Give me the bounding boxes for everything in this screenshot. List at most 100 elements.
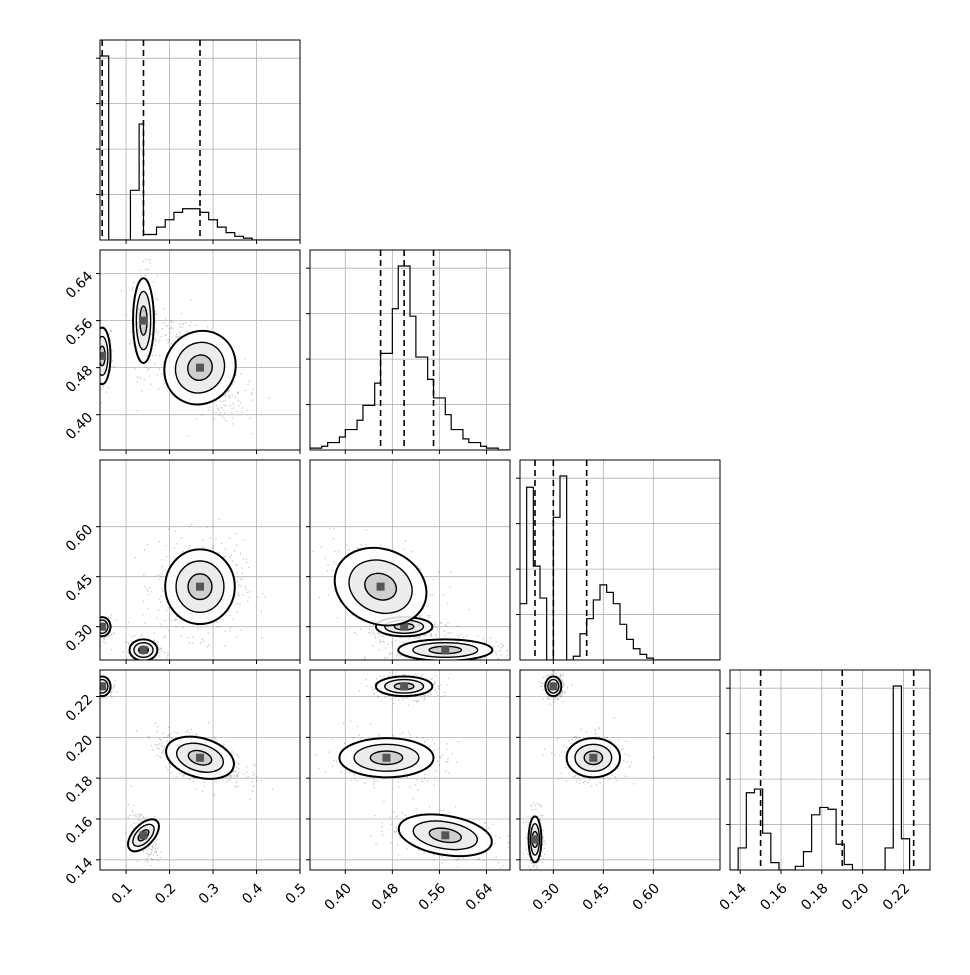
- density-peak: [549, 682, 558, 691]
- density-contour: [384, 678, 425, 694]
- scatter-panel-1-3: [309, 669, 511, 871]
- histogram-step-series-1: [310, 265, 510, 450]
- scatter-points: [125, 785, 162, 867]
- density-contour: [428, 827, 462, 844]
- histogram-step-series-0: [100, 55, 300, 240]
- scatter-panel-2-3: [519, 669, 721, 871]
- density-contour: [100, 326, 112, 386]
- density-contour: [565, 737, 621, 779]
- scatter-panel-0-1: [99, 249, 301, 451]
- density-contour: [338, 737, 435, 779]
- scatter-panel-0-3: [99, 669, 301, 871]
- histogram-panel-1: [306, 249, 511, 451]
- y-tick-label: 0.45: [63, 572, 96, 605]
- density-contour: [353, 743, 420, 772]
- density-contour: [163, 329, 237, 406]
- y-tick-label: 0.64: [63, 268, 96, 301]
- density-contour: [412, 820, 478, 851]
- density-contour: [100, 619, 109, 634]
- scatter-panel-1-2: [309, 459, 511, 661]
- density-contour: [175, 742, 225, 773]
- density-contour: [397, 813, 493, 858]
- density-contour: [187, 749, 213, 766]
- x-tick-label: 0.30: [530, 880, 563, 913]
- histogram-step-series-3: [730, 685, 930, 870]
- x-tick-label: 0.18: [798, 880, 831, 913]
- density-peak: [441, 646, 450, 654]
- histogram-step-series-2: [520, 475, 720, 660]
- scatter-panel-content: [520, 670, 720, 870]
- density-peak: [382, 753, 391, 762]
- x-tick-label: 0.45: [580, 880, 613, 913]
- density-peak: [100, 682, 107, 691]
- density-peak: [139, 646, 148, 654]
- density-contour: [547, 678, 560, 694]
- y-tick-label: 0.48: [63, 363, 96, 396]
- density-contour: [574, 743, 613, 772]
- panel-frame: [729, 669, 931, 871]
- density-contour: [369, 750, 404, 766]
- density-contour: [133, 641, 154, 659]
- density-contour: [100, 616, 112, 638]
- x-tick-label: 0.4: [239, 880, 266, 907]
- panel-frame: [519, 669, 721, 871]
- x-tick-label: 0.48: [369, 880, 402, 913]
- density-contour: [100, 335, 109, 376]
- density-peak: [400, 682, 409, 691]
- panel-frame: [99, 669, 301, 871]
- panel-frame: [99, 39, 301, 241]
- y-tick-label: 0.60: [63, 522, 96, 555]
- density-contour: [174, 341, 226, 394]
- histogram-panel-3: [726, 669, 931, 871]
- scatter-panel-content: [100, 250, 300, 450]
- density-contour: [529, 822, 541, 856]
- y-tick-label: 0.16: [63, 814, 96, 847]
- y-tick-label: 0.40: [63, 410, 96, 443]
- x-tick-label: 0.16: [757, 880, 790, 913]
- x-tick-label: 0.64: [463, 880, 496, 913]
- density-contour: [127, 818, 160, 853]
- density-contour: [132, 277, 155, 364]
- x-tick-label: 0.3: [196, 880, 223, 907]
- density-contour: [165, 735, 235, 780]
- density-contour: [100, 678, 109, 694]
- panel-frame: [519, 459, 721, 661]
- density-contour: [397, 638, 494, 660]
- density-contour: [412, 641, 479, 659]
- panel-frame: [309, 459, 511, 661]
- density-peak: [376, 582, 385, 591]
- x-tick-label: 0.20: [839, 880, 872, 913]
- histogram-panel-0: [96, 39, 301, 241]
- scatter-panel-content: [100, 460, 300, 660]
- density-contour: [333, 546, 428, 627]
- density-contour: [132, 823, 155, 847]
- density-contour: [527, 815, 543, 864]
- density-peak: [100, 622, 107, 631]
- density-peak: [400, 622, 409, 631]
- density-contour: [187, 573, 213, 601]
- density-contour: [544, 675, 563, 698]
- scatter-points: [315, 720, 459, 791]
- scatter-panel-content: [100, 670, 300, 870]
- x-tick-label: 0.5: [283, 880, 310, 907]
- scatter-panel-content: [310, 460, 510, 660]
- density-peak: [441, 831, 450, 840]
- panel-frame: [309, 249, 511, 451]
- density-contour: [128, 638, 159, 660]
- scatter-panel-0-2: [99, 459, 301, 661]
- x-tick-label: 0.1: [109, 880, 136, 907]
- y-tick-label: 0.56: [63, 316, 96, 349]
- x-tick-label: 0.22: [880, 880, 913, 913]
- density-contour: [187, 354, 213, 382]
- x-tick-label: 0.2: [152, 880, 179, 907]
- density-peak: [139, 316, 148, 325]
- y-tick-label: 0.22: [63, 692, 96, 725]
- density-peak: [196, 753, 204, 762]
- density-peak: [196, 582, 204, 591]
- density-peak: [139, 831, 148, 840]
- x-tick-label: 0.40: [322, 880, 355, 913]
- density-peak: [589, 753, 598, 762]
- density-peak: [196, 363, 204, 372]
